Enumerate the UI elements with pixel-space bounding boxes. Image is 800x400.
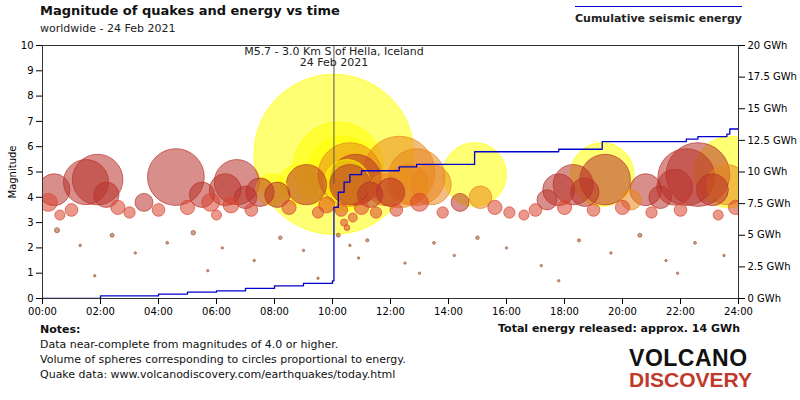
svg-text:15 GWh: 15 GWh [748,103,788,114]
svg-text:12:00: 12:00 [376,306,405,317]
html-text:DISCOVERY: DISCOVERY [629,368,752,391]
svg-text:20:00: 20:00 [608,306,637,317]
svg-text:8: 8 [27,90,33,101]
svg-text:0 GWh: 0 GWh [748,293,782,304]
html-text:Cumulative seismic energy: Cumulative seismic energy [575,12,742,25]
svg-text:6: 6 [27,141,33,152]
svg-text:10 GWh: 10 GWh [748,166,788,177]
svg-text:00:00: 00:00 [28,306,57,317]
svg-text:7.5 GWh: 7.5 GWh [748,198,791,209]
svg-text:06:00: 06:00 [202,306,231,317]
html-text:Magnitude of quakes and energy: Magnitude of quakes and energy vs time [40,3,340,18]
svg-text:02:00: 02:00 [86,306,115,317]
svg-text:20 GWh: 20 GWh [748,40,788,51]
svg-text:M5.7 - 3.0 Km S of Hella, Icel: M5.7 - 3.0 Km S of Hella, Iceland24 Feb … [244,45,424,69]
svg-text:10:00: 10:00 [318,306,347,317]
svg-text:14:00: 14:00 [434,306,463,317]
html-text:Volume of spheres correspondin: Volume of spheres corresponding to circl… [40,353,406,366]
svg-text:7: 7 [27,116,33,127]
svg-text:9: 9 [27,65,33,76]
svg-text:12.5 GWh: 12.5 GWh [748,135,797,146]
svg-text:4: 4 [27,192,33,203]
svg-text:5 GWh: 5 GWh [748,229,782,240]
svg-text:08:00: 08:00 [260,306,289,317]
svg-text:10: 10 [21,40,34,51]
svg-text:Magnitude: Magnitude [7,146,18,199]
svg-text:22:00: 22:00 [666,306,695,317]
svg-text:1: 1 [27,267,33,278]
svg-text:24:00: 24:00 [724,306,753,317]
svg-text:2.5 GWh: 2.5 GWh [748,261,791,272]
svg-text:16:00: 16:00 [492,306,521,317]
svg-text:3: 3 [27,217,33,228]
svg-text:17.5 GWh: 17.5 GWh [748,71,797,82]
html-text:Quake data: www.volcanodiscove: Quake data: www.volcanodiscovery.com/ear… [40,368,396,381]
html-text:Total energy released: approx.: Total energy released: approx. 14 GWh [498,322,740,335]
html-text:Data near-complete from magnit: Data near-complete from magnitudes of 4.… [40,338,339,351]
svg-text:2: 2 [27,242,33,253]
html-text:Notes:: Notes: [40,323,81,336]
svg-text:0: 0 [27,293,33,304]
html-text:VOLCANO: VOLCANO [629,345,748,371]
svg-text:18:00: 18:00 [550,306,579,317]
svg-text:04:00: 04:00 [144,306,173,317]
svg-text:5: 5 [27,166,33,177]
html-text:worldwide - 24 Feb 2021: worldwide - 24 Feb 2021 [40,22,176,35]
